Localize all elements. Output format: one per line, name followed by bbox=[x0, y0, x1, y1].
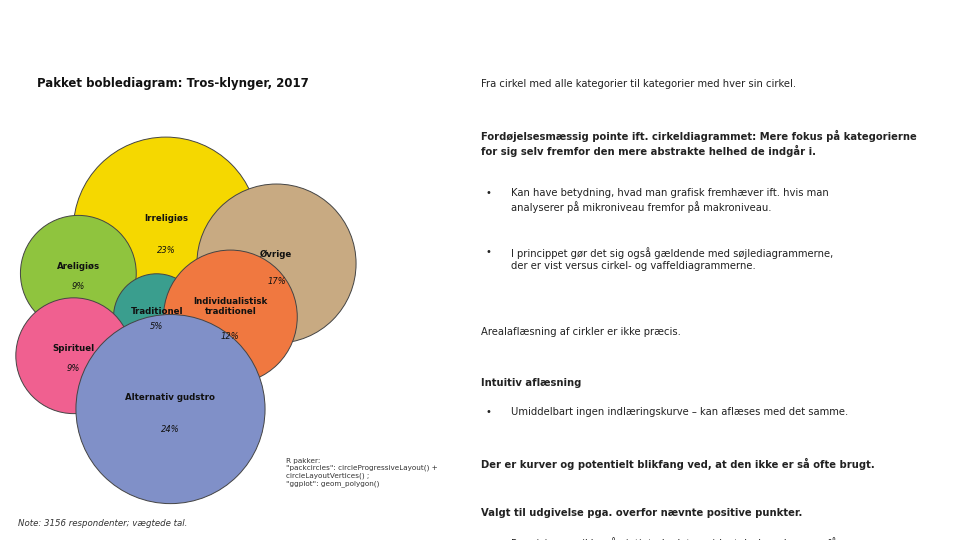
Text: 9%: 9% bbox=[67, 364, 81, 373]
Text: Alternativ gudstro: Alternativ gudstro bbox=[126, 393, 215, 402]
Ellipse shape bbox=[163, 250, 298, 384]
Text: 17%: 17% bbox=[267, 276, 286, 286]
Text: Der er kurver og potentielt blikfang ved, at den ikke er så ofte brugt.: Der er kurver og potentielt blikfang ved… bbox=[481, 457, 875, 470]
Text: R pakker:
"packcircles": circleProgressiveLayout() +
circleLayoutVertices() ;
"g: R pakker: "packcircles": circleProgressi… bbox=[286, 458, 438, 487]
Text: Arealaflæsning af cirkler er ikke præcis.: Arealaflæsning af cirkler er ikke præcis… bbox=[481, 327, 681, 336]
Text: •: • bbox=[486, 188, 492, 198]
Text: Note: 3156 respondenter; vægtede tal.: Note: 3156 respondenter; vægtede tal. bbox=[18, 519, 188, 528]
Text: Individualistisk
traditionel: Individualistisk traditionel bbox=[193, 298, 268, 316]
Text: Spirituel: Spirituel bbox=[53, 345, 95, 353]
Text: Øvrige: Øvrige bbox=[260, 249, 293, 259]
Text: Intuitiv aflæsning: Intuitiv aflæsning bbox=[481, 377, 581, 388]
Text: Fordøjelsesmæssig pointe ift. cirkeldiagrammet: Mere fokus på kategorierne
for s: Fordøjelsesmæssig pointe ift. cirkeldiag… bbox=[481, 130, 917, 158]
Text: Kan have betydning, hvad man grafisk fremhæver ift. hvis man
analyserer på mikro: Kan have betydning, hvad man grafisk fre… bbox=[511, 188, 828, 213]
Text: Umiddelbart ingen indlæringskurve – kan aflæses med det samme.: Umiddelbart ingen indlæringskurve – kan … bbox=[511, 407, 848, 417]
Text: 23%: 23% bbox=[156, 246, 176, 254]
Ellipse shape bbox=[76, 314, 265, 504]
Text: Fra cirkel med alle kategorier til kategorier med hver sin cirkel.: Fra cirkel med alle kategorier til kateg… bbox=[481, 79, 796, 89]
Text: Areligiøs: Areligiøs bbox=[57, 262, 100, 271]
Text: 12%: 12% bbox=[221, 333, 240, 341]
Text: 5%: 5% bbox=[150, 322, 163, 331]
Text: Pakket boblediagram: Tros-klynger, 2017: Pakket boblediagram: Tros-klynger, 2017 bbox=[36, 77, 308, 90]
Text: •: • bbox=[486, 407, 492, 417]
Text: Traditionel: Traditionel bbox=[131, 307, 183, 316]
Text: Præcision var ikke så vigtigt, da det er cirka tal – bare læseren får
et indtryk: Præcision var ikke så vigtigt, da det er… bbox=[511, 538, 841, 540]
Ellipse shape bbox=[15, 298, 132, 414]
Ellipse shape bbox=[113, 274, 200, 360]
Text: Irreligiøs: Irreligiøs bbox=[144, 214, 188, 223]
Text: 9%: 9% bbox=[72, 281, 85, 291]
Text: EN-VEJS TABELLER: PAKKET BOBLEDIAGRAM: EN-VEJS TABELLER: PAKKET BOBLEDIAGRAM bbox=[12, 21, 456, 39]
Text: •: • bbox=[486, 538, 492, 540]
Ellipse shape bbox=[197, 184, 356, 343]
Text: I princippet gør det sig også gældende med søjlediagrammerne,
der er vist versus: I princippet gør det sig også gældende m… bbox=[511, 247, 833, 271]
Text: •: • bbox=[486, 247, 492, 256]
Text: 24%: 24% bbox=[161, 426, 180, 434]
Ellipse shape bbox=[73, 137, 258, 322]
Ellipse shape bbox=[20, 215, 136, 331]
Text: Valgt til udgivelse pga. overfor nævnte positive punkter.: Valgt til udgivelse pga. overfor nævnte … bbox=[481, 509, 803, 518]
